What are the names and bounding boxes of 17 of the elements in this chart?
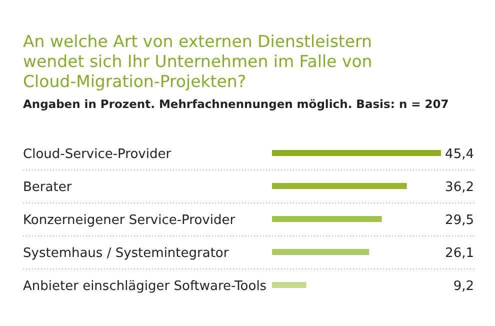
bar [272, 150, 441, 156]
chart-subtitle: Angaben in Prozent. Mehrfachnennungen möglich. Basis: n = 207 [23, 97, 449, 111]
y-tick-label: Berater [23, 180, 72, 195]
data-label: 45,4 [445, 147, 474, 162]
y-tick-label: Anbieter einschlägiger Software-Tools [23, 279, 267, 294]
bar [272, 249, 370, 255]
bar [272, 282, 306, 288]
y-tick-label: Systemhaus / Systemintegrator [23, 246, 230, 261]
data-label: 29,5 [445, 213, 474, 228]
data-label: 26,1 [445, 246, 474, 261]
data-label: 36,2 [445, 180, 474, 195]
bar [272, 183, 407, 189]
data-label: 9,2 [453, 279, 474, 294]
y-tick-label: Cloud-Service-Provider [23, 147, 172, 162]
y-tick-label: Konzerneigener Service-Provider [23, 213, 236, 228]
chart-title: An welche Art von externen Dienstleistern wendet sich Ihr Unternehmen im Falle von Cloud-Migration-Projekten? [23, 32, 372, 91]
bar [272, 216, 382, 222]
